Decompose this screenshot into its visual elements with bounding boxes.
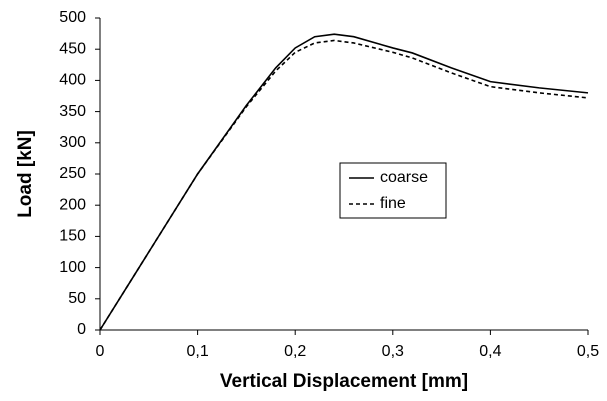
y-tick-label: 450	[59, 40, 86, 57]
y-tick-label: 100	[59, 259, 86, 276]
y-axis-title: Load [kN]	[15, 130, 36, 218]
y-tick-label: 350	[59, 103, 86, 120]
y-tick-label: 300	[59, 134, 86, 151]
x-tick-label: 0,1	[186, 343, 208, 360]
y-tick-label: 150	[59, 228, 86, 245]
line-series	[99, 39, 589, 331]
legend-label: coarse	[380, 169, 428, 186]
y-tick-label: 250	[59, 165, 86, 182]
y-tick-label: 200	[59, 196, 86, 213]
x-tick-label: 0,4	[479, 343, 501, 360]
y-tick-label: 50	[68, 290, 86, 307]
legend-box	[339, 162, 447, 219]
x-tick-label: 0,2	[284, 343, 306, 360]
legend-label: fine	[380, 195, 406, 212]
y-tick-label: 0	[77, 321, 86, 338]
x-tick-label: 0	[96, 343, 105, 360]
x-tick-label: 0,5	[577, 343, 599, 360]
x-axis-title: Vertical Displacement [mm]	[220, 371, 468, 392]
y-tick-label: 400	[59, 72, 86, 89]
x-tick-label: 0,3	[382, 343, 404, 360]
y-tick-label: 500	[59, 9, 86, 26]
